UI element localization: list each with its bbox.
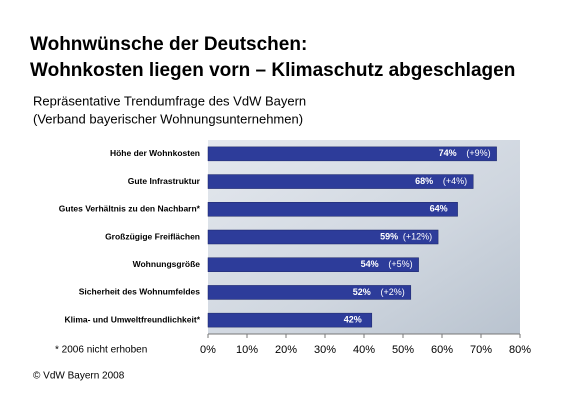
y-tick-label: Klima- und Umweltfreundlichkeit* xyxy=(64,314,200,324)
x-tick-label: 80% xyxy=(509,344,531,356)
value-label: 74% xyxy=(439,148,457,158)
x-tick-label: 70% xyxy=(470,344,492,356)
bar xyxy=(207,285,412,300)
value-label: 68% xyxy=(415,176,433,186)
change-label: (+4%) xyxy=(443,176,467,186)
x-tick-label: 60% xyxy=(431,344,453,356)
x-tick-label: 40% xyxy=(353,344,375,356)
bar xyxy=(207,312,373,328)
value-label: 64% xyxy=(430,204,448,214)
copyright: © VdW Bayern 2008 xyxy=(33,371,125,382)
subtitle: Repräsentative Trendumfrage des VdW Baye… xyxy=(33,93,306,108)
chart-title: Wohnkosten liegen vorn – Klimaschutz abg… xyxy=(30,60,515,81)
value-label: 59% xyxy=(380,231,398,241)
value-label: 42% xyxy=(344,315,362,325)
change-label: (+9%) xyxy=(466,148,490,158)
subtitle: (Verband bayerischer Wohnungsunternehmen… xyxy=(33,111,303,126)
y-tick-label: Gute Infrastruktur xyxy=(128,176,201,186)
bar xyxy=(207,146,497,162)
y-tick-label: Gutes Verhältnis zu den Nachbarn* xyxy=(59,204,201,214)
y-tick-label: Sicherheit des Wohnumfeldes xyxy=(79,287,201,297)
bar xyxy=(207,257,419,272)
change-label: (+12%) xyxy=(403,231,432,241)
chart-title: Wohnwünsche der Deutschen: xyxy=(30,34,307,55)
footnote: * 2006 nicht erhoben xyxy=(55,345,147,356)
value-label: 54% xyxy=(361,259,379,269)
change-label: (+5%) xyxy=(388,259,412,269)
x-tick-label: 0% xyxy=(200,344,216,356)
x-tick-label: 50% xyxy=(392,344,414,356)
y-tick-label: Großzügige Freiflächen xyxy=(105,231,200,241)
value-label: 52% xyxy=(353,287,371,297)
change-label: (+2%) xyxy=(381,287,405,297)
bar xyxy=(207,229,439,245)
x-tick-label: 20% xyxy=(275,344,297,356)
x-tick-label: 30% xyxy=(314,344,336,356)
y-tick-label: Wohnungsgröße xyxy=(133,259,201,269)
x-tick-label: 10% xyxy=(236,344,258,356)
y-tick-label: Höhe der Wohnkosten xyxy=(110,148,200,158)
bar xyxy=(207,174,474,189)
bar xyxy=(207,202,458,217)
